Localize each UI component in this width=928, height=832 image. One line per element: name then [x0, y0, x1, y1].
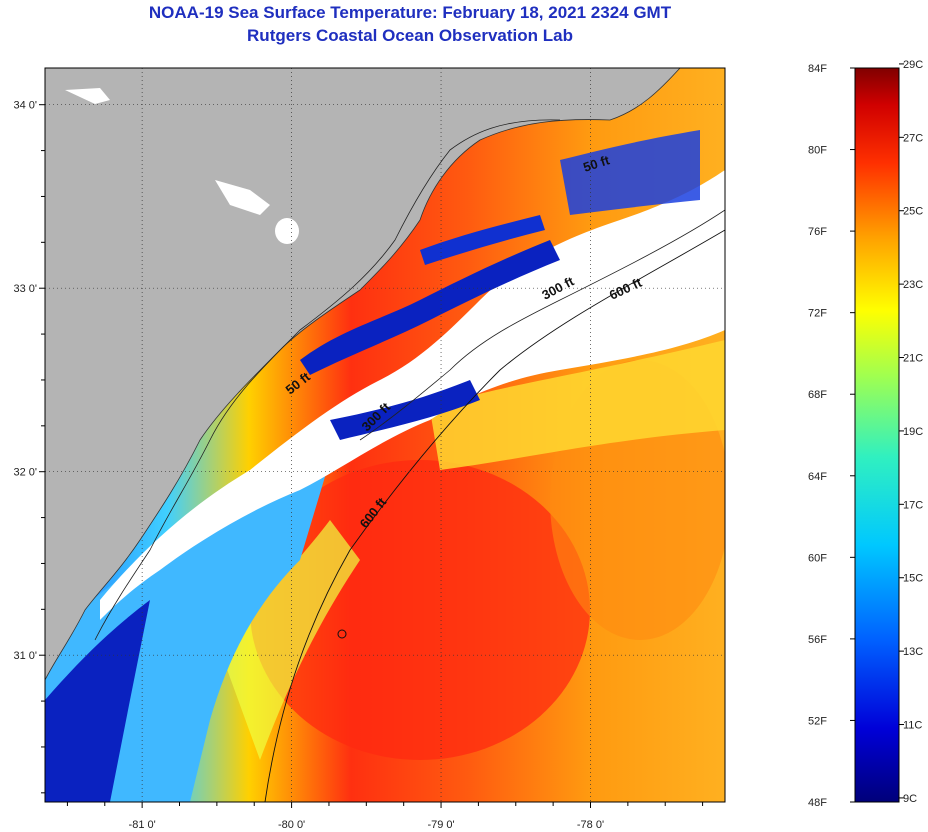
colorbar-f-ticks [850, 67, 855, 803]
colorbar-f-label: 72F [808, 308, 827, 320]
colorbar-f-label: 48F [808, 797, 827, 809]
colorbar-f-label: 76F [808, 226, 827, 238]
map-panel [45, 68, 725, 802]
colorbar-f-label: 64F [808, 471, 827, 483]
shelf-front [220, 520, 360, 760]
colorbar-c-ticks [899, 63, 904, 799]
colorbar-c-label: 27C [903, 132, 923, 144]
buoy-marker [337, 629, 347, 639]
colorbar-c-label: 17C [903, 499, 923, 511]
colorbar-f-label: 68F [808, 389, 827, 401]
cloud-fringe-ne [560, 130, 700, 215]
lon-label: -81 0' [129, 819, 156, 831]
lat-label: 32 0' [13, 467, 37, 479]
map-frame [44, 67, 726, 803]
colorbar-c-label: 21C [903, 353, 923, 365]
colorbar-c-label: 9C [903, 793, 917, 805]
lat-label: 34 0' [13, 100, 37, 112]
lat-label: 31 0' [13, 650, 37, 662]
contour-600ft [264, 229, 725, 802]
colorbar-c-label: 23C [903, 279, 923, 291]
inland-lake-3 [65, 88, 110, 104]
colorbar-c-label: 13C [903, 646, 923, 658]
inland-lake-2 [275, 218, 299, 244]
colorbar-f-label: 52F [808, 715, 827, 727]
colorbar-f-labels: 84F 80F 76F 72F 68F 64F 60F 56F 52F 48F [808, 63, 827, 809]
inland-lake-1 [215, 180, 270, 215]
colorbar-c-labels: 29C 27C 25C 23C 21C 19C 17C 15C 13C 11C … [903, 59, 923, 805]
front-band [430, 340, 725, 470]
lat-label: 33 0' [13, 283, 37, 295]
cloud-fringe-upper [420, 215, 545, 265]
cold-nearshore [45, 600, 150, 802]
lon-label: -80 0' [278, 819, 305, 831]
contour-300ft [359, 209, 725, 441]
coastline [45, 68, 681, 681]
colorbar-f-label: 60F [808, 552, 827, 564]
colorbar-f-label: 56F [808, 634, 827, 646]
map-subtitle: Rutgers Coastal Ocean Observation Lab [247, 26, 573, 45]
colorbar-f-label: 80F [808, 145, 827, 157]
land-mass [45, 68, 680, 680]
map-grid [45, 68, 725, 802]
map-ticks [39, 104, 704, 808]
colorbar [854, 67, 900, 803]
lon-label: -78 0' [577, 819, 604, 831]
colorbar-c-label: 15C [903, 573, 923, 585]
lon-label: -79 0' [427, 819, 454, 831]
colorbar-c-label: 19C [903, 426, 923, 438]
colorbar-c-label: 11C [903, 720, 922, 732]
lat-axis-labels: 34 0' 33 0' 32 0' 31 0' [13, 100, 37, 663]
map-title: NOAA-19 Sea Surface Temperature: Februar… [148, 3, 672, 22]
cloud-fringe-mid [330, 380, 480, 440]
colorbar-c-label: 25C [903, 206, 923, 218]
cloud-cover [100, 170, 725, 620]
lon-axis-labels: -81 0' -80 0' -79 0' -78 0' [129, 819, 605, 831]
colorbar-c-label: 29C [903, 59, 923, 71]
contour-50ft [94, 119, 561, 641]
cloud-fringe-north [300, 240, 560, 375]
colorbar-f-label: 84F [808, 63, 827, 75]
